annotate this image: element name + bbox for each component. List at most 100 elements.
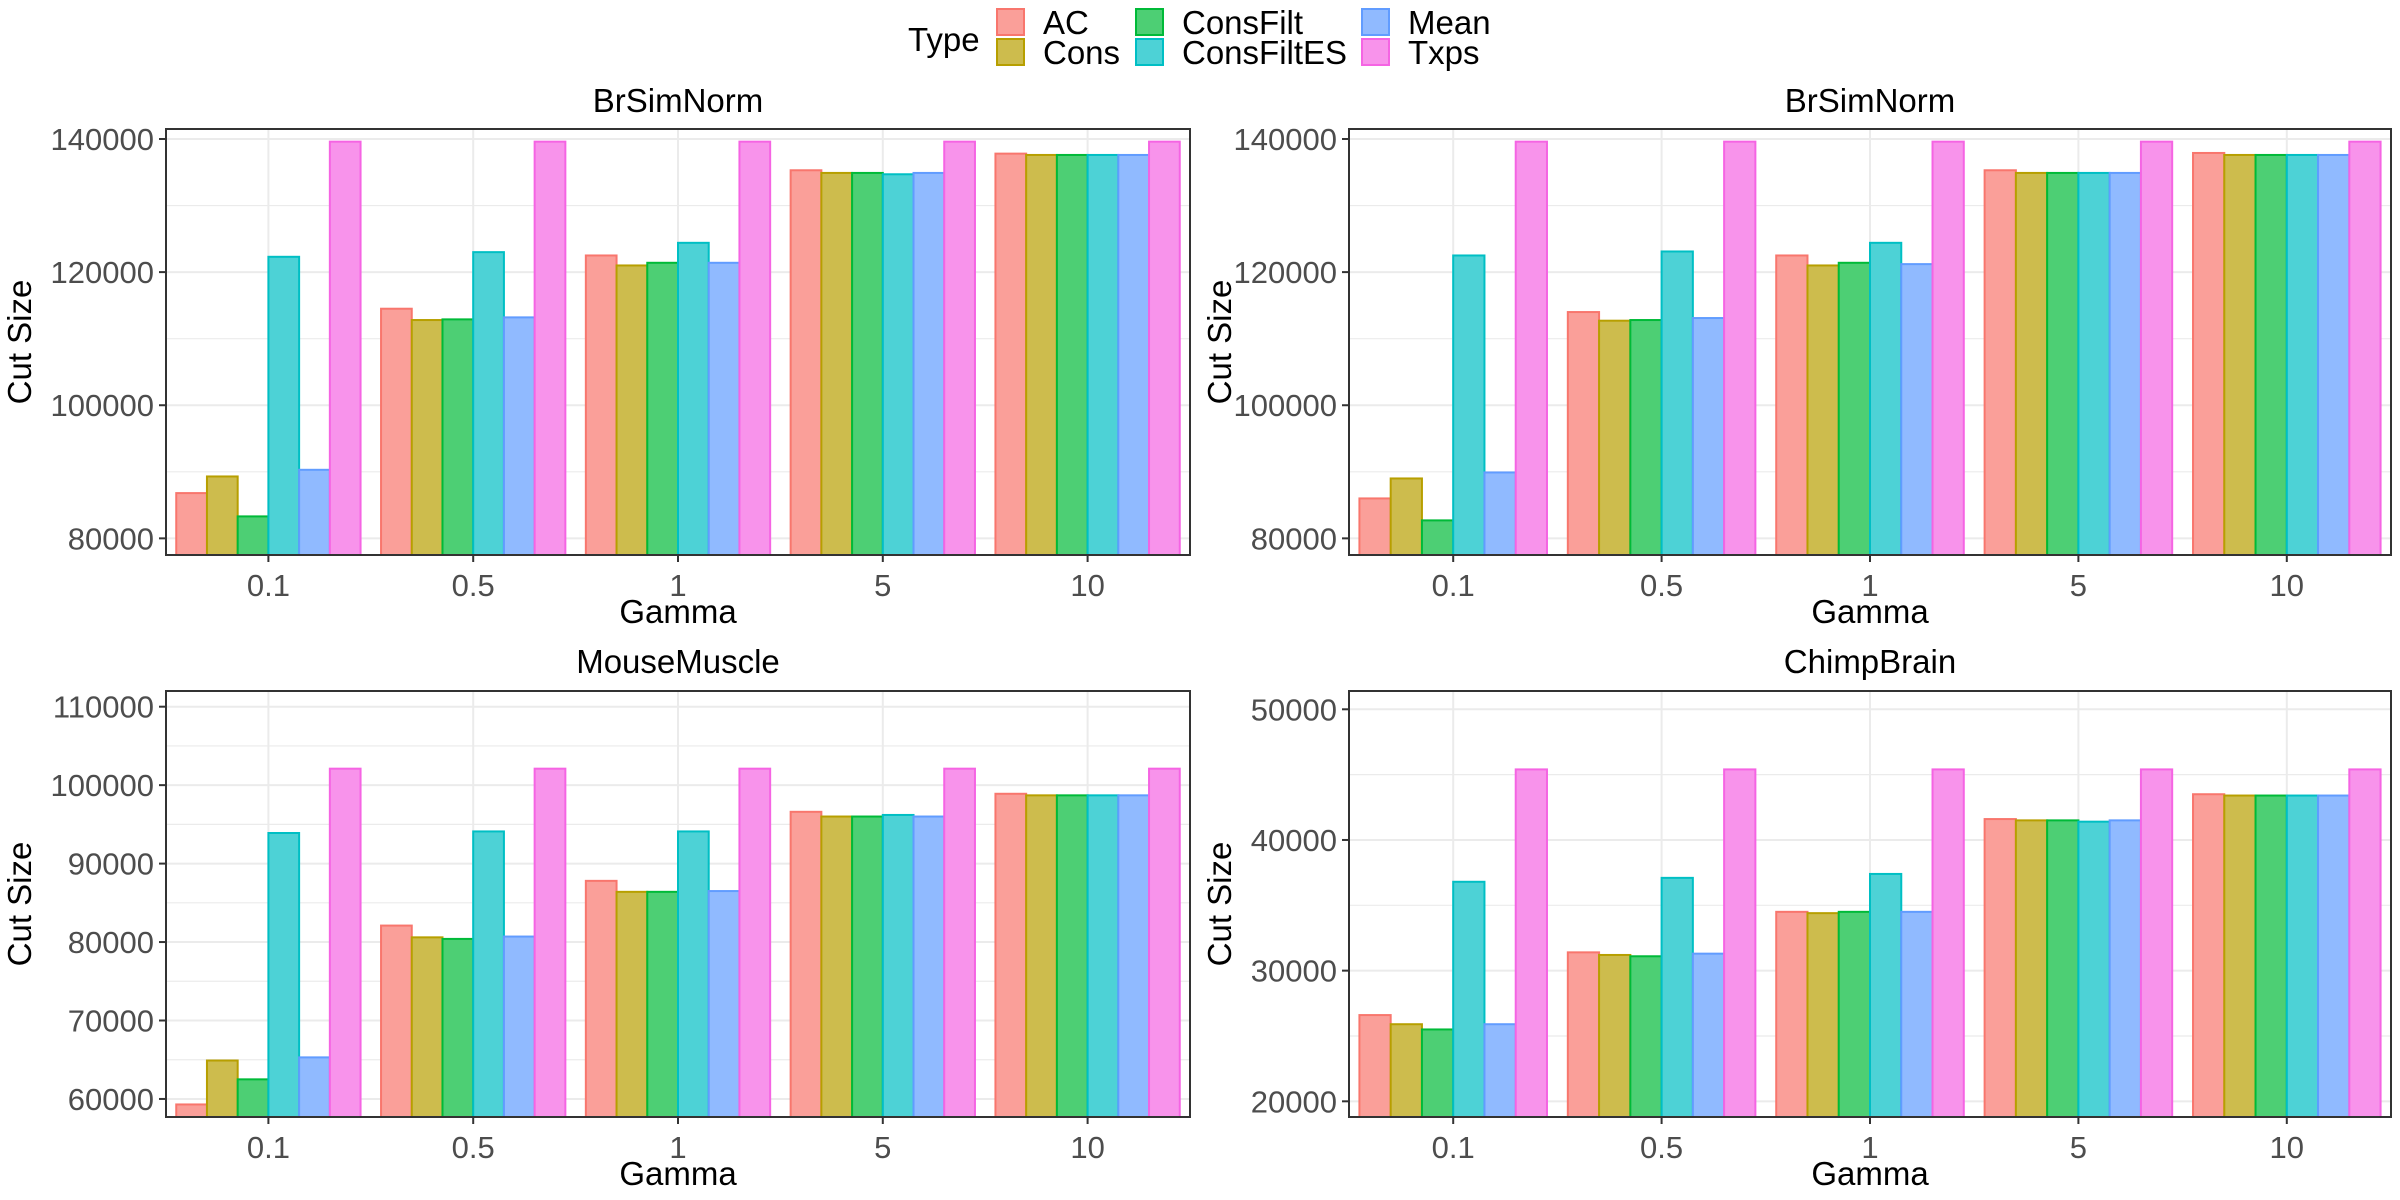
bar-cons-10 — [2223, 153, 2257, 556]
bar-txps-5 — [2139, 768, 2174, 1118]
bar-mean-5 — [2108, 819, 2142, 1118]
panel-title: BrSimNorm — [1785, 82, 1956, 119]
bar-mean-0.1 — [298, 468, 331, 556]
bar-cons-0.5 — [1598, 319, 1632, 557]
bar-ac-10 — [994, 152, 1028, 557]
bar-txps-0.5 — [533, 767, 567, 1118]
bar-ac-10 — [2192, 793, 2226, 1119]
bar-consfiltes-0.5 — [1660, 876, 1694, 1119]
bar-txps-10 — [2348, 768, 2382, 1118]
x-tick-label: 0.1 — [1432, 1130, 1475, 1165]
bar-mean-0.1 — [1483, 1023, 1517, 1118]
x-axis-label: Gamma — [1811, 1155, 1929, 1192]
legend-key-swatch — [996, 8, 1025, 36]
legend-key-swatch — [1361, 38, 1390, 66]
y-tick-label: 110000 — [53, 690, 154, 725]
legend-item-consfiltes: ConsFiltES — [1135, 34, 1347, 71]
bar-txps-0.1 — [1514, 768, 1548, 1118]
bar-cons-10 — [1025, 153, 1058, 556]
bar-consfiltes-0.5 — [472, 830, 505, 1119]
bar-mean-5 — [2108, 171, 2142, 556]
x-tick-label: 0.5 — [452, 568, 495, 603]
bar-consfilt-10 — [2254, 153, 2288, 556]
x-tick-label: 0.1 — [247, 1130, 290, 1165]
bar-consfilt-1 — [646, 261, 680, 556]
x-tick-label: 5 — [874, 1130, 891, 1165]
bar-txps-0.5 — [533, 140, 567, 556]
bar-ac-0.5 — [380, 307, 413, 556]
bar-txps-10 — [1148, 767, 1181, 1118]
legend-title: Type — [908, 21, 980, 58]
bar-consfiltes-0.1 — [267, 255, 301, 556]
bar-cons-0.5 — [410, 936, 444, 1118]
bar-ac-0.1 — [175, 492, 208, 556]
bar-cons-10 — [2223, 794, 2257, 1118]
y-axis-label: Cut Size — [1201, 280, 1238, 405]
bar-consfilt-0.1 — [236, 1078, 270, 1118]
bar-txps-1 — [1931, 768, 1965, 1118]
bar-cons-1 — [615, 890, 649, 1118]
bar-mean-10 — [1117, 153, 1151, 556]
bar-txps-1 — [738, 140, 772, 556]
bar-cons-0.1 — [205, 475, 239, 556]
bar-consfilt-1 — [1837, 261, 1871, 556]
bar-mean-5 — [912, 815, 946, 1118]
x-tick-label: 5 — [2070, 568, 2087, 603]
bar-consfilt-5 — [851, 815, 884, 1118]
bar-cons-0.5 — [1598, 953, 1632, 1118]
bar-consfiltes-10 — [2285, 153, 2320, 556]
x-tick-label: 1 — [669, 1130, 686, 1165]
legend-key-swatch — [1361, 8, 1390, 36]
x-tick-label: 0.1 — [1432, 568, 1475, 603]
y-tick-label: 70000 — [68, 1004, 154, 1039]
bar-consfiltes-0.1 — [1452, 254, 1486, 556]
bar-ac-0.5 — [380, 924, 413, 1118]
y-tick-label: 100000 — [51, 388, 154, 423]
y-axis-label: Cut Size — [1, 842, 38, 967]
bar-txps-0.1 — [1514, 140, 1548, 556]
panel-3: MouseMuscle60000700008000090000100000110… — [1, 643, 1191, 1192]
x-tick-label: 0.5 — [452, 1130, 495, 1165]
bar-consfiltes-0.5 — [472, 251, 505, 556]
x-tick-label: 10 — [2270, 568, 2304, 603]
bar-mean-0.5 — [1691, 952, 1726, 1118]
legend-label: Txps — [1408, 34, 1480, 71]
y-tick-label: 140000 — [51, 122, 154, 157]
panel-2: BrSimNorm 80000 100000 120000 140000 0.1 0.5 1 5… — [1201, 82, 2392, 630]
bar-mean-0.1 — [1483, 471, 1517, 556]
bar-cons-1 — [1806, 264, 1840, 556]
bar-consfiltes-0.1 — [1452, 880, 1486, 1118]
bar-mean-10 — [2317, 153, 2351, 556]
legend-key-swatch — [1135, 38, 1164, 66]
bar-cons-1 — [1806, 912, 1840, 1118]
bar-cons-5 — [820, 171, 854, 556]
legend-item-cons: Cons — [996, 34, 1120, 71]
bar-txps-0.1 — [328, 140, 362, 556]
bar-ac-0.1 — [1358, 1014, 1392, 1118]
bar-mean-0.5 — [502, 316, 536, 557]
y-tick-label: 80000 — [68, 925, 154, 960]
bar-consfiltes-1 — [677, 830, 710, 1119]
bar-ac-1 — [584, 879, 618, 1118]
legend-label: Mean — [1408, 4, 1491, 41]
bar-consfilt-0.5 — [441, 937, 475, 1119]
x-tick-label: 10 — [1070, 568, 1104, 603]
x-axis-label: Gamma — [1811, 593, 1929, 630]
x-tick-label: 0.5 — [1640, 1130, 1683, 1165]
bar-consfilt-0.5 — [441, 318, 475, 556]
x-tick-label: 5 — [874, 568, 891, 603]
panel-title: MouseMuscle — [576, 643, 780, 680]
x-tick-label: 1 — [669, 568, 686, 603]
bar-txps-1 — [1931, 140, 1965, 556]
x-axis-label: Gamma — [619, 593, 737, 630]
y-tick-label: 100000 — [51, 768, 154, 803]
legend-item-ac: AC — [996, 4, 1089, 41]
bar-ac-5 — [789, 810, 823, 1118]
bar-cons-5 — [2014, 819, 2049, 1118]
bar-consfilt-0.1 — [236, 515, 270, 556]
legend-item-consfilt: ConsFilt — [1135, 4, 1303, 41]
y-tick-label: 80000 — [68, 521, 154, 556]
bar-ac-5 — [1983, 169, 2017, 557]
bar-consfilt-5 — [2046, 819, 2080, 1118]
bar-consfiltes-5 — [2077, 171, 2111, 556]
